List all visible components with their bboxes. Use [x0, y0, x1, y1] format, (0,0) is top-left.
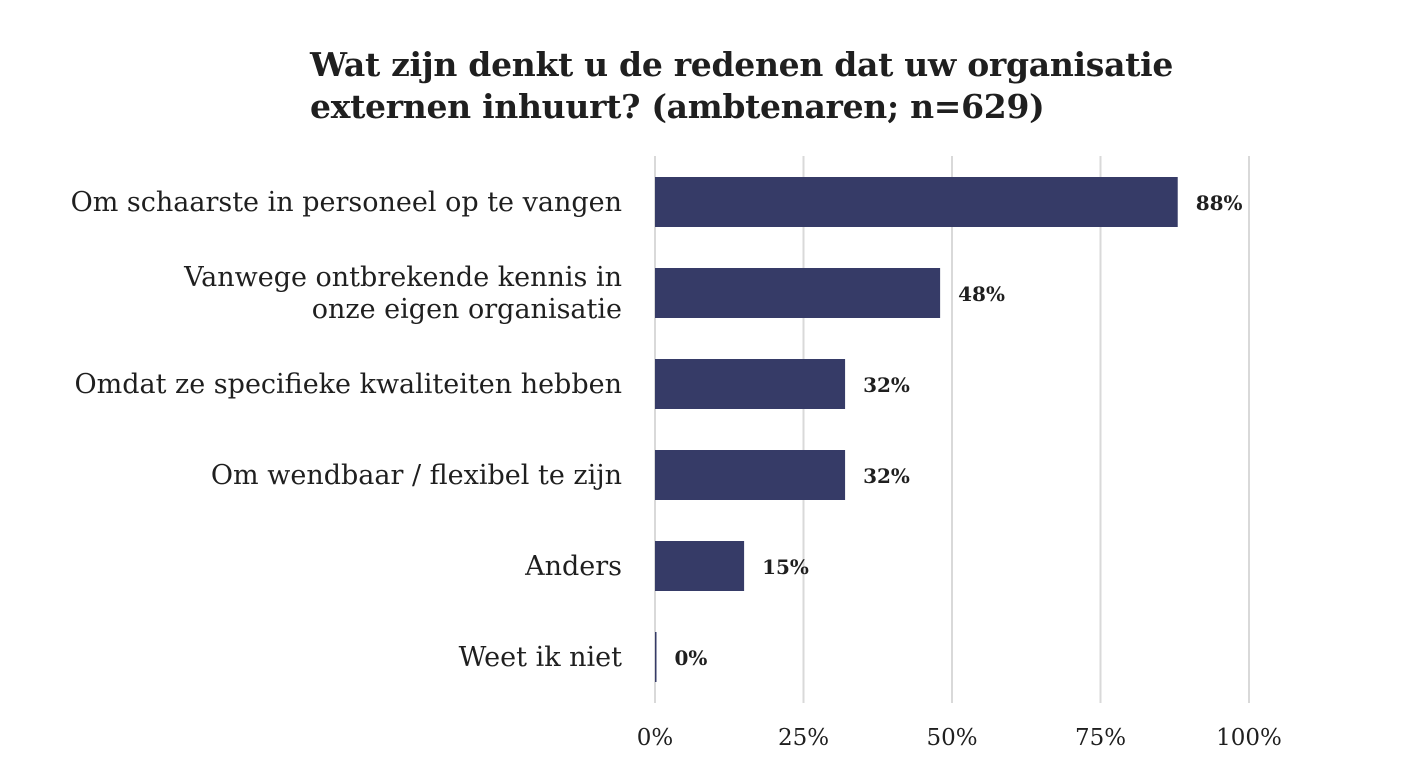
value-label: 32%	[863, 373, 910, 397]
chart-title-line-2: externen inhuurt? (ambtenaren; n=629)	[310, 87, 1045, 126]
category-label: Vanwege ontbrekende kennis in onze eigen …	[183, 262, 622, 325]
value-labels: 88% 48% 32% 32% 15% 0%	[675, 191, 1243, 670]
bar	[655, 541, 745, 591]
category-label: Anders	[524, 551, 622, 582]
gridlines	[654, 156, 1250, 703]
x-tick-label: 50%	[926, 725, 977, 751]
chart-title: Wat zijn denkt u de redenen dat uw organ…	[310, 44, 1174, 128]
bar	[655, 359, 846, 409]
category-label-line: Anders	[524, 551, 622, 582]
category-label-line: Omdat ze specifieke kwaliteiten hebben	[74, 369, 622, 400]
category-label-line: onze eigen organisatie	[312, 294, 622, 325]
bar	[655, 177, 1178, 227]
value-label: 88%	[1196, 191, 1243, 215]
value-label: 15%	[762, 555, 809, 579]
category-label: Om schaarste in personeel op te vangen	[71, 187, 622, 218]
category-label: Om wendbaar / flexibel te zijn	[211, 460, 622, 491]
value-label: 32%	[863, 464, 910, 488]
value-label: 0%	[675, 646, 708, 670]
x-axis-ticks: 0% 25% 50% 75% 100%	[637, 725, 1282, 751]
category-label: Omdat ze specifieke kwaliteiten hebben	[74, 369, 622, 400]
x-tick-label: 75%	[1075, 725, 1126, 751]
category-label-line: Vanwege ontbrekende kennis in	[183, 262, 622, 293]
value-label: 48%	[958, 282, 1005, 306]
category-label-line: Weet ik niet	[459, 642, 623, 673]
bars	[655, 177, 1178, 682]
x-tick-label: 100%	[1216, 725, 1282, 751]
bar	[655, 268, 941, 318]
category-label-line: Om wendbaar / flexibel te zijn	[211, 460, 622, 491]
category-label: Weet ik niet	[459, 642, 623, 673]
category-labels: Om schaarste in personeel op te vangen Va…	[71, 187, 623, 673]
bar	[655, 632, 657, 682]
x-tick-label: 0%	[637, 725, 674, 751]
bar	[655, 450, 846, 500]
chart-title-line-1: Wat zijn denkt u de redenen dat uw organ…	[310, 45, 1174, 84]
category-label-line: Om schaarste in personeel op te vangen	[71, 187, 622, 218]
x-tick-label: 25%	[778, 725, 829, 751]
